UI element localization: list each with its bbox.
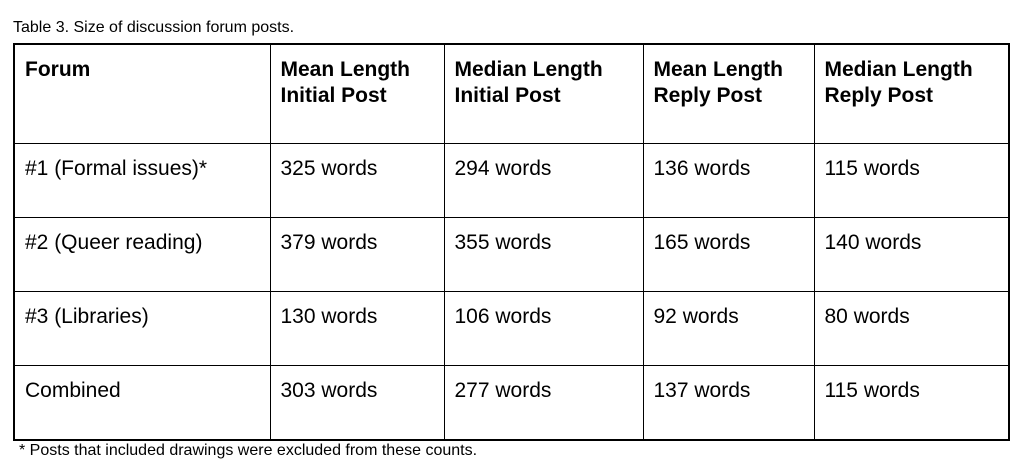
header-mean-length-reply-post: Mean Length Reply Post [642, 43, 815, 144]
table-row: #1 (Formal issues)* 325 words 294 words … [13, 143, 1010, 218]
table-row: Combined 303 words 277 words 137 words 1… [13, 365, 1010, 441]
median-initial-cell: 294 words [443, 143, 644, 218]
header-median-length-initial-post: Median Length Initial Post [443, 43, 644, 144]
median-reply-cell: 140 words [813, 217, 1010, 292]
median-initial-cell: 106 words [443, 291, 644, 366]
mean-initial-cell: 325 words [269, 143, 445, 218]
mean-reply-cell: 165 words [642, 217, 815, 292]
header-row: Forum Mean Length Initial Post Median Le… [13, 43, 1010, 144]
mean-initial-cell: 379 words [269, 217, 445, 292]
table-row: #2 (Queer reading) 379 words 355 words 1… [13, 217, 1010, 292]
header-forum: Forum [13, 43, 271, 144]
mean-reply-cell: 137 words [642, 365, 815, 441]
median-reply-cell: 80 words [813, 291, 1010, 366]
forum-posts-table: Forum Mean Length Initial Post Median Le… [13, 43, 1010, 441]
header-median-length-reply-post: Median Length Reply Post [813, 43, 1010, 144]
header-mean-length-initial-post: Mean Length Initial Post [269, 43, 445, 144]
forum-cell: #1 (Formal issues)* [13, 143, 271, 218]
median-reply-cell: 115 words [813, 365, 1010, 441]
mean-initial-cell: 303 words [269, 365, 445, 441]
mean-reply-cell: 92 words [642, 291, 815, 366]
forum-cell: #3 (Libraries) [13, 291, 271, 366]
table-row: #3 (Libraries) 130 words 106 words 92 wo… [13, 291, 1010, 366]
forum-cell: #2 (Queer reading) [13, 217, 271, 292]
median-initial-cell: 277 words [443, 365, 644, 441]
table-caption: Table 3. Size of discussion forum posts. [13, 19, 295, 36]
median-initial-cell: 355 words [443, 217, 644, 292]
median-reply-cell: 115 words [813, 143, 1010, 218]
mean-reply-cell: 136 words [642, 143, 815, 218]
table-footnote: * Posts that included drawings were excl… [19, 442, 478, 459]
forum-cell: Combined [13, 365, 271, 441]
mean-initial-cell: 130 words [269, 291, 445, 366]
